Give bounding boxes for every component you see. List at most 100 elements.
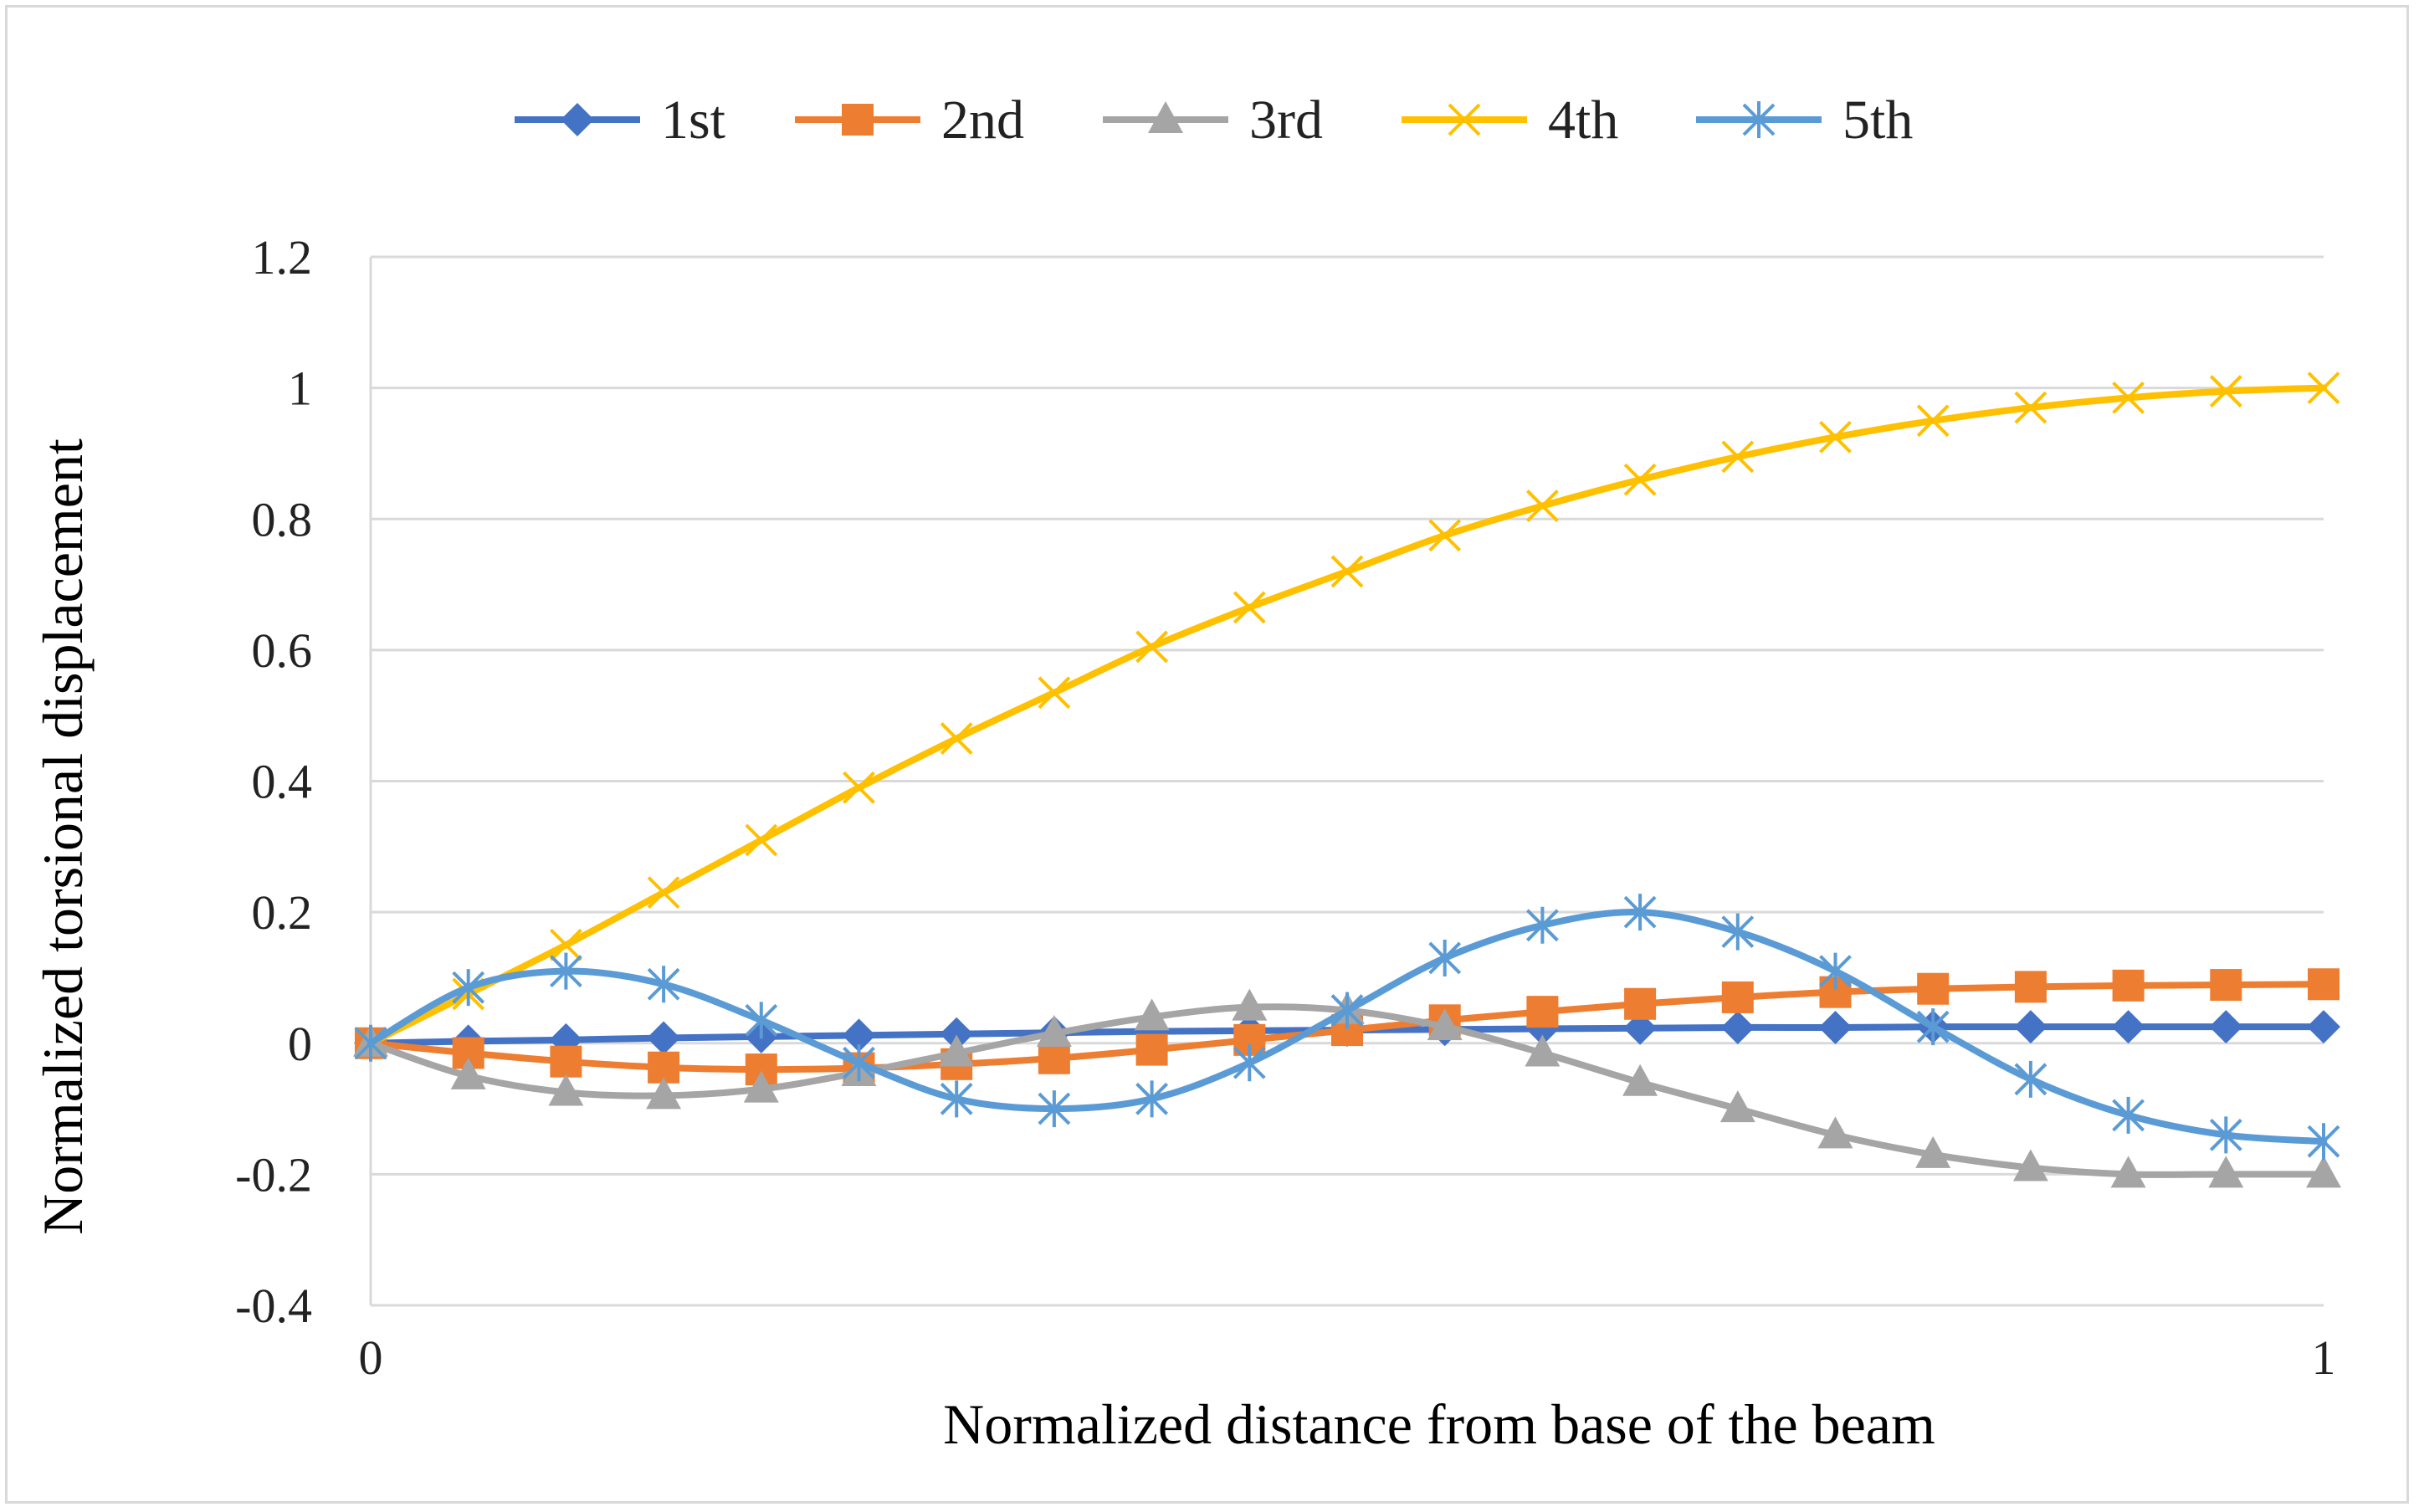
legend-label: 1st (661, 90, 725, 151)
data-point (1330, 992, 1364, 1029)
data-point (1428, 519, 1462, 552)
y-tick-label: 0.4 (252, 755, 313, 809)
data-point (1819, 420, 1852, 454)
data-point (1915, 1135, 1951, 1168)
data-point (2112, 969, 2145, 1002)
data-point (1916, 404, 1950, 438)
legend-marker (1448, 103, 1481, 136)
legend-marker (1742, 101, 1776, 138)
data-point (743, 1070, 779, 1103)
legend-label: 4th (1548, 90, 1618, 151)
y-tick-label: 0.2 (252, 885, 313, 940)
data-point (2307, 1010, 2340, 1044)
data-point (1233, 1044, 1266, 1082)
data-point (1232, 988, 1268, 1021)
data-point (1720, 1010, 1755, 1044)
data-point (1622, 1064, 1658, 1096)
data-point (1038, 1090, 1071, 1128)
legend-item-5th: 5th (1696, 90, 1913, 151)
data-point (1038, 1042, 1070, 1074)
data-point (647, 876, 680, 910)
data-point (2209, 375, 2242, 407)
data-point (2307, 1123, 2340, 1161)
data-point (2308, 968, 2340, 1001)
gridlines (371, 255, 2324, 1307)
data-point (745, 823, 778, 857)
data-point (1623, 463, 1657, 496)
data-point (1525, 1034, 1561, 1067)
y-tick-label: 0 (288, 1017, 312, 1071)
y-tick-label: -0.2 (235, 1147, 312, 1202)
data-point (2014, 1060, 2047, 1098)
data-point (354, 1024, 387, 1062)
data-point (1135, 630, 1169, 664)
data-point (2014, 971, 2047, 1003)
legend-item-3rd: 3rd (1103, 90, 1323, 151)
tick-labels: 1.2 1 0.8 0.6 0.4 0.2 0 -0.2 -0.4 0 1 (235, 230, 2335, 1385)
data-point (550, 1045, 582, 1078)
x-tick-label: 1 (2312, 1330, 2336, 1385)
series-5th (354, 894, 2340, 1161)
data-point (1427, 1008, 1463, 1041)
data-point (2013, 1010, 2047, 1044)
x-tick-label: 0 (359, 1330, 383, 1385)
data-point (450, 1057, 486, 1089)
data-point (2014, 391, 2047, 424)
series-4th (354, 372, 2340, 1060)
data-point (1721, 913, 1755, 951)
legend-label: 2nd (941, 90, 1024, 151)
data-point (1819, 952, 1852, 990)
data-point (843, 771, 875, 804)
data-point (1623, 894, 1657, 931)
data-point (647, 1021, 681, 1055)
data-point (1134, 998, 1170, 1031)
data-point (549, 928, 582, 961)
data-point (1624, 987, 1657, 1020)
data-point (1917, 972, 1950, 1005)
data-point (1818, 1010, 1853, 1044)
data-point (940, 1017, 974, 1051)
data-point (1428, 939, 1462, 976)
data-point (940, 1080, 973, 1118)
y-axis-title: Normalized torsional displacement (31, 438, 95, 1235)
data-point (940, 722, 973, 756)
data-point (1135, 1033, 1168, 1066)
y-tick-label: 1.2 (252, 230, 313, 284)
data-point (1526, 996, 1559, 1028)
series-lines (353, 372, 2341, 1188)
data-point (2112, 1096, 2145, 1134)
y-tick-label: 0.6 (252, 623, 313, 678)
data-point (1036, 1015, 1072, 1048)
data-point (2306, 1156, 2341, 1188)
data-point (1721, 440, 1755, 474)
data-point (549, 952, 582, 990)
legend-marker (842, 104, 874, 136)
data-point (2110, 1156, 2146, 1188)
data-point (2112, 381, 2145, 414)
data-point (1525, 489, 1559, 523)
legend-label: 3rd (1249, 90, 1323, 151)
legend-marker (561, 103, 594, 136)
x-axis-title: Normalized distance from base of the bea… (943, 1392, 1935, 1456)
data-point (1817, 1116, 1853, 1149)
legend-marker (1148, 101, 1183, 133)
data-point (1719, 1090, 1755, 1123)
legend-item-4th: 4th (1402, 90, 1618, 151)
series-line (367, 384, 2327, 1047)
data-point (1330, 555, 1364, 588)
legend-label: 5th (1842, 90, 1913, 151)
data-point (2208, 1156, 2244, 1188)
data-point (2210, 969, 2242, 1002)
data-point (1721, 981, 1754, 1013)
data-point (745, 1002, 778, 1039)
data-point (1038, 676, 1071, 710)
data-point (2209, 1116, 2242, 1154)
data-point (2012, 1149, 2048, 1181)
legend-item-2nd: 2nd (795, 90, 1024, 151)
y-tick-label: 0.8 (252, 492, 313, 546)
chart-frame (5, 5, 2409, 1504)
data-point (939, 1034, 975, 1067)
data-point (646, 1077, 682, 1110)
legend: 1st 2nd 3rd 4th 5th (515, 90, 1913, 151)
data-point (647, 966, 680, 1003)
